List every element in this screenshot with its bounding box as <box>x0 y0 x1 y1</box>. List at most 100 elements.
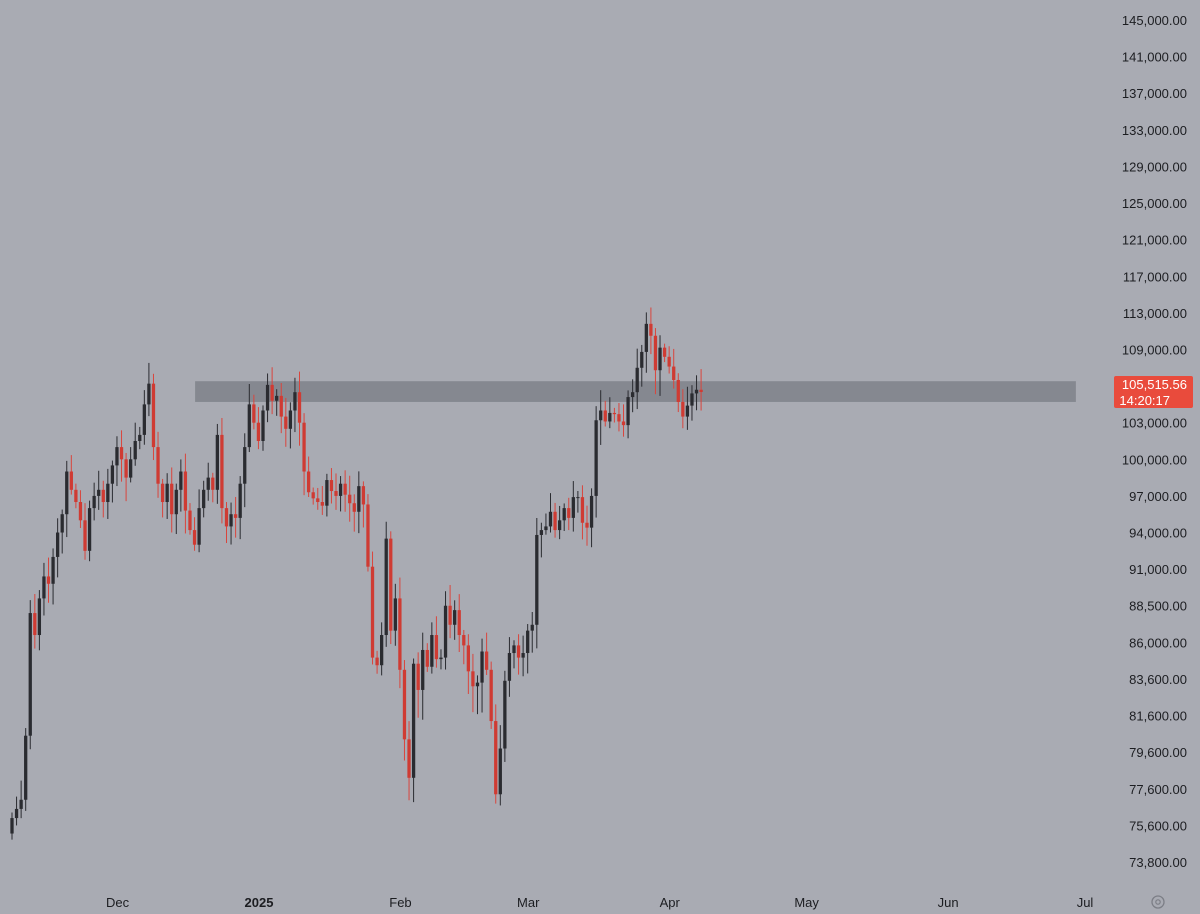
candle[interactable] <box>448 585 452 639</box>
candle[interactable] <box>247 383 251 453</box>
candle[interactable] <box>293 377 297 433</box>
candle[interactable] <box>147 362 151 417</box>
candle[interactable] <box>370 551 375 665</box>
candle[interactable] <box>599 390 603 445</box>
candle[interactable] <box>667 346 671 374</box>
candle[interactable] <box>197 489 201 553</box>
candle[interactable] <box>621 404 626 437</box>
candle[interactable] <box>530 612 534 653</box>
candle[interactable] <box>603 400 607 427</box>
candle[interactable] <box>275 389 279 416</box>
candle[interactable] <box>462 629 466 665</box>
candle[interactable] <box>133 422 137 466</box>
candle[interactable] <box>430 622 434 674</box>
candle[interactable] <box>612 407 617 423</box>
candle[interactable] <box>334 473 338 510</box>
candle[interactable] <box>571 481 575 532</box>
candle[interactable] <box>160 478 165 518</box>
candle[interactable] <box>439 649 443 670</box>
candle[interactable] <box>87 500 92 562</box>
candle[interactable] <box>252 394 256 430</box>
candle[interactable] <box>594 406 598 518</box>
candle[interactable] <box>366 494 370 572</box>
candle[interactable] <box>174 483 178 535</box>
candle[interactable] <box>270 367 274 415</box>
candle[interactable] <box>357 471 361 534</box>
candle[interactable] <box>457 594 461 653</box>
candle[interactable] <box>220 417 224 524</box>
candle[interactable] <box>60 509 64 554</box>
candle[interactable] <box>535 518 539 649</box>
candle[interactable] <box>407 721 411 801</box>
candle[interactable] <box>42 562 46 616</box>
candle[interactable] <box>46 557 51 603</box>
candle[interactable] <box>690 385 694 421</box>
candle[interactable] <box>539 522 544 558</box>
candle[interactable] <box>672 348 676 389</box>
candle[interactable] <box>617 403 621 432</box>
candle[interactable] <box>138 426 142 450</box>
candle[interactable] <box>265 373 270 423</box>
candle[interactable] <box>416 652 420 718</box>
candle[interactable] <box>119 430 124 482</box>
candle[interactable] <box>238 476 242 540</box>
candle[interactable] <box>348 475 352 522</box>
candle[interactable] <box>101 480 105 518</box>
candle[interactable] <box>421 632 425 720</box>
candle[interactable] <box>183 453 188 534</box>
candle[interactable] <box>83 503 87 560</box>
candle[interactable] <box>261 405 265 451</box>
candle[interactable] <box>233 496 238 538</box>
candle[interactable] <box>188 503 192 535</box>
candle[interactable] <box>51 548 55 605</box>
candle[interactable] <box>129 447 133 483</box>
candle[interactable] <box>165 473 169 519</box>
candle[interactable] <box>699 369 703 411</box>
candle[interactable] <box>325 473 329 517</box>
candle[interactable] <box>580 485 585 540</box>
candle[interactable] <box>521 635 525 677</box>
candle[interactable] <box>402 660 407 761</box>
candle[interactable] <box>288 402 293 449</box>
candle[interactable] <box>498 725 502 806</box>
candle[interactable] <box>320 485 324 515</box>
candle[interactable] <box>215 423 220 504</box>
candle[interactable] <box>24 728 28 811</box>
candle[interactable] <box>10 812 14 840</box>
current-price-label[interactable] <box>1114 375 1193 408</box>
candle[interactable] <box>480 638 484 713</box>
candle[interactable] <box>685 386 690 430</box>
candle[interactable] <box>229 502 233 545</box>
candle[interactable] <box>124 452 128 502</box>
candle[interactable] <box>302 413 306 496</box>
candle[interactable] <box>69 455 73 495</box>
candle[interactable] <box>562 503 566 531</box>
candle[interactable] <box>393 583 397 646</box>
candle[interactable] <box>243 433 247 508</box>
candle[interactable] <box>608 397 612 429</box>
candle[interactable] <box>384 521 388 647</box>
candle[interactable] <box>316 487 320 510</box>
candle[interactable] <box>567 497 571 531</box>
candle[interactable] <box>224 502 229 544</box>
settings-icon[interactable] <box>1151 895 1165 909</box>
candle[interactable] <box>489 661 493 729</box>
candle[interactable] <box>78 490 83 528</box>
candle[interactable] <box>329 468 334 504</box>
candle[interactable] <box>28 600 32 750</box>
candle[interactable] <box>644 312 648 373</box>
candle[interactable] <box>361 481 366 528</box>
candle[interactable] <box>694 375 699 411</box>
candle[interactable] <box>389 531 393 645</box>
candle[interactable] <box>471 653 475 713</box>
candle[interactable] <box>179 459 183 512</box>
candle[interactable] <box>311 487 315 505</box>
candle[interactable] <box>631 379 635 413</box>
candle[interactable] <box>494 704 498 804</box>
candle[interactable] <box>170 467 174 533</box>
candle[interactable] <box>115 436 119 487</box>
candle[interactable] <box>658 335 662 396</box>
candle[interactable] <box>425 643 429 672</box>
candle[interactable] <box>65 460 69 538</box>
